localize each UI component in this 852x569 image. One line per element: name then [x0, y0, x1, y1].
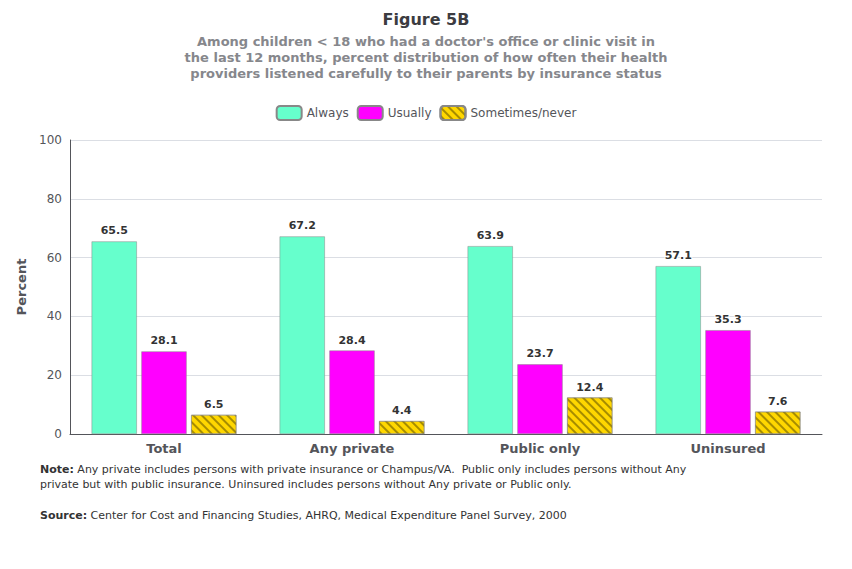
svg-text:0: 0 [54, 427, 62, 441]
svg-text:Among children < 18 who had a: Among children < 18 who had a doctor's o… [197, 34, 655, 49]
svg-text:Always: Always [307, 106, 349, 120]
svg-text:80: 80 [47, 192, 62, 206]
svg-text:Center for Cost and Financing: Center for Cost and Financing Studies, A… [87, 509, 567, 522]
svg-text:private but with public insura: private but with public insurance. Unins… [40, 478, 571, 491]
svg-text:63.9: 63.9 [477, 229, 504, 242]
svg-text:Sometimes/never: Sometimes/never [470, 106, 576, 120]
svg-text:Total: Total [146, 441, 182, 456]
svg-text:100: 100 [39, 133, 62, 147]
svg-text:28.1: 28.1 [150, 334, 177, 347]
svg-text:23.7: 23.7 [526, 347, 553, 360]
svg-text:Figure 5B: Figure 5B [383, 10, 470, 29]
svg-text:Note:: Note: [40, 463, 74, 476]
svg-text:28.4: 28.4 [338, 334, 365, 347]
svg-text:Usually: Usually [388, 106, 432, 120]
svg-text:7.6: 7.6 [768, 395, 788, 408]
svg-text:Any private includes persons w: Any private includes persons with privat… [74, 463, 690, 476]
svg-text:Uninsured: Uninsured [690, 441, 765, 456]
svg-text:Source:: Source: [40, 509, 87, 522]
svg-text:Percent: Percent [14, 259, 29, 316]
svg-text:4.4: 4.4 [392, 404, 412, 417]
svg-text:57.1: 57.1 [665, 249, 692, 262]
svg-text:65.5: 65.5 [101, 224, 128, 237]
svg-text:60: 60 [47, 251, 62, 265]
svg-text:40: 40 [47, 309, 62, 323]
svg-text:Any private: Any private [310, 441, 395, 456]
svg-text:the last 12 months, percent di: the last 12 months, percent distribution… [185, 50, 668, 65]
svg-text:12.4: 12.4 [576, 381, 603, 394]
svg-text:providers listened carefully t: providers listened carefully to their pa… [190, 66, 662, 81]
svg-text:67.2: 67.2 [289, 219, 316, 232]
svg-text:6.5: 6.5 [204, 398, 224, 411]
svg-text:20: 20 [47, 368, 62, 382]
svg-text:35.3: 35.3 [714, 313, 741, 326]
svg-text:Public only: Public only [500, 441, 581, 456]
